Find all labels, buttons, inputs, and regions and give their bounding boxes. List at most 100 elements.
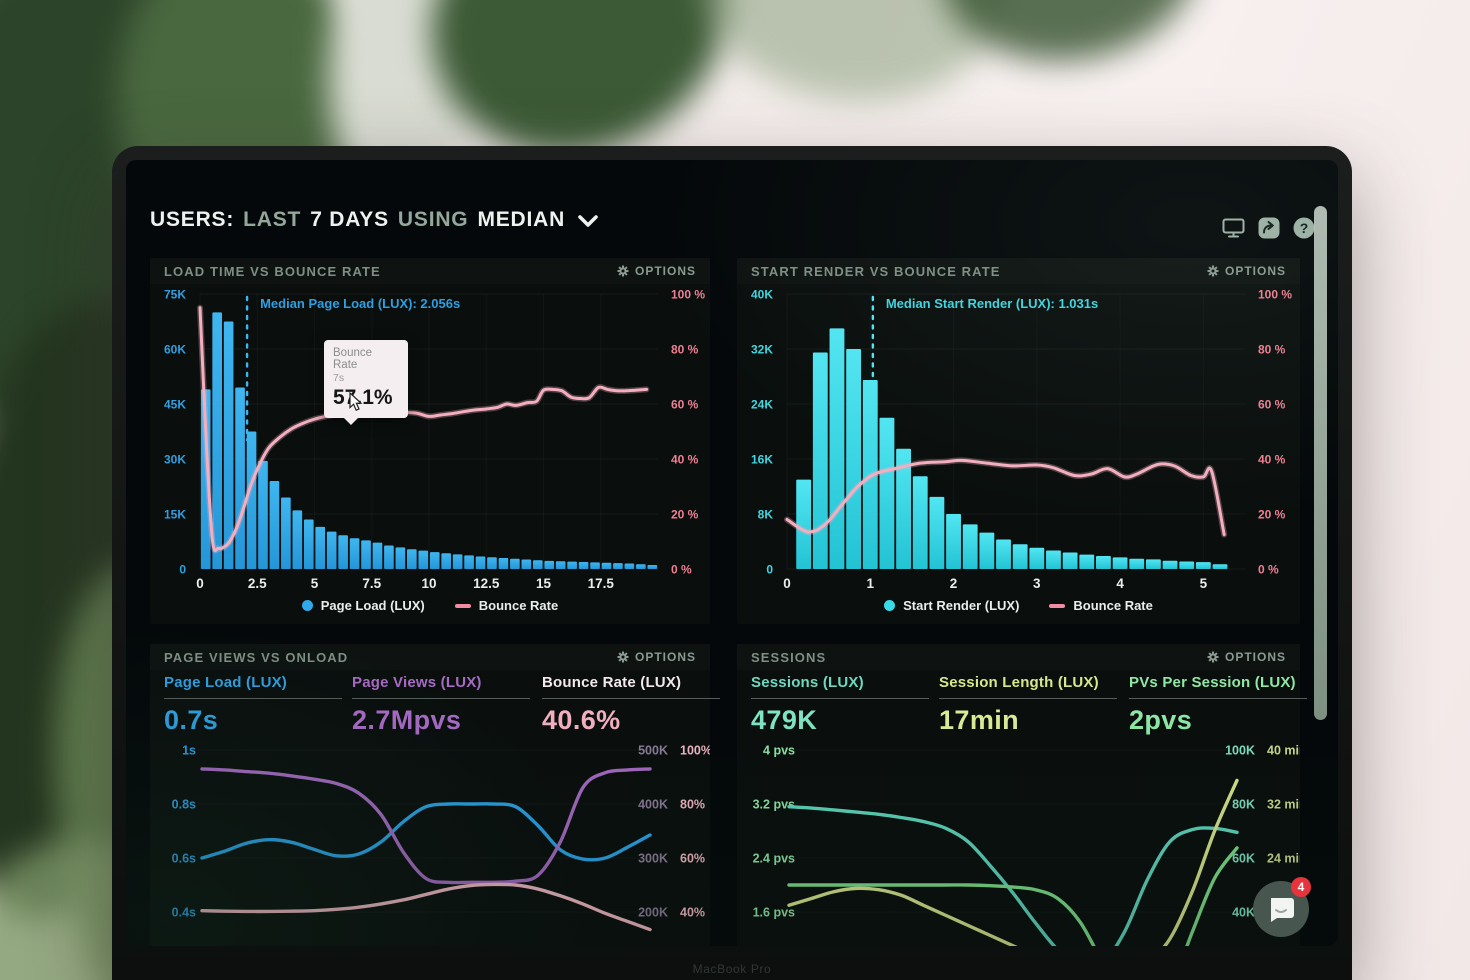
metric-label: Page Load (LUX) (164, 674, 288, 691)
svg-text:60 %: 60 % (1258, 398, 1286, 412)
tooltip-title: Bounce Rate (333, 347, 373, 371)
svg-text:0.4s: 0.4s (172, 906, 196, 920)
svg-text:32 min: 32 min (1267, 798, 1300, 812)
svg-text:80K: 80K (1232, 798, 1255, 812)
header-using-label: USING (397, 208, 469, 231)
sessions-chart[interactable]: 4 pvs 3.2 pvs 2.4 pvs 1.6 pvs 100K 80K 60K 40K 4… (737, 744, 1300, 946)
laptop-brand-label: MacBook Pro (692, 962, 772, 976)
legend-item[interactable]: Page Load (LUX) (301, 598, 425, 613)
svg-text:0: 0 (196, 576, 204, 591)
metric-session-length[interactable]: Session Length (LUX) 17min (939, 674, 1117, 736)
svg-text:Median Start Render (LUX): 1.0: Median Start Render (LUX): 1.031s (886, 296, 1098, 311)
svg-text:16K: 16K (751, 453, 773, 467)
svg-text:100 %: 100 % (671, 288, 705, 302)
svg-text:5: 5 (1200, 576, 1208, 591)
metric-sessions[interactable]: Sessions (LUX) 479K (751, 674, 929, 736)
panel-title: START RENDER VS BOUNCE RATE (751, 263, 1001, 279)
svg-text:100K: 100K (1225, 744, 1255, 758)
svg-text:60 %: 60 % (671, 398, 699, 412)
metric-pvs-per-session[interactable]: PVs Per Session (LUX) 2pvs (1129, 674, 1307, 736)
metric-summary-row: Page Load (LUX) 0.7s Page Views (LUX) 2.… (150, 670, 720, 744)
svg-text:400K: 400K (638, 798, 668, 812)
mouse-cursor (349, 392, 363, 411)
users-range-dropdown[interactable]: USERS: LAST 7 DAYS USING MEDIAN (150, 208, 598, 232)
legend-line (454, 603, 471, 608)
svg-text:40 %: 40 % (671, 453, 699, 467)
svg-text:0: 0 (179, 563, 186, 577)
svg-text:40 %: 40 % (1258, 453, 1286, 467)
svg-text:0: 0 (766, 563, 773, 577)
svg-text:32K: 32K (751, 343, 773, 357)
panel-load-time-vs-bounce-rate: LOAD TIME VS BOUNCE RATE OPTIONS Median … (150, 258, 710, 624)
metric-underline (939, 698, 1117, 699)
options-button[interactable]: OPTIONS (617, 650, 696, 664)
metric-bounce-rate[interactable]: Bounce Rate (LUX) 40.6% (542, 674, 720, 736)
options-button[interactable]: OPTIONS (617, 264, 696, 278)
header-users-label: USERS: (150, 208, 235, 231)
metric-value: 479K (751, 705, 818, 735)
share-icon[interactable] (1257, 216, 1280, 239)
svg-text:?: ? (1299, 220, 1308, 236)
metric-value: 2.7Mpvs (352, 705, 462, 735)
panel-title: SESSIONS (751, 649, 827, 665)
metric-value: 17min (939, 705, 1020, 735)
svg-text:4: 4 (1116, 576, 1124, 591)
svg-text:Median Page Load (LUX): 2.056s: Median Page Load (LUX): 2.056s (260, 296, 460, 311)
metric-page-views[interactable]: Page Views (LUX) 2.7Mpvs (352, 674, 530, 736)
legend-item[interactable]: Start Render (LUX) (884, 598, 1019, 613)
page-views-chart[interactable]: 1s 0.8s 0.6s 0.4s 500K 400K 300K 200K 100% 80% 60%… (150, 744, 710, 946)
start-render-chart[interactable]: Median Start Render (LUX): 1.031s 40K 32K 2… (737, 284, 1300, 596)
svg-text:60%: 60% (680, 852, 705, 866)
svg-text:24 min: 24 min (1267, 852, 1300, 866)
svg-text:60K: 60K (1232, 852, 1255, 866)
laptop: USERS: LAST 7 DAYS USING MEDIAN (112, 146, 1352, 980)
metric-value: 40.6% (542, 705, 621, 735)
load-time-chart[interactable]: Median Page Load (LUX): 2.056s 75K 60K 45K 3… (150, 284, 710, 596)
svg-text:20 %: 20 % (1258, 508, 1286, 522)
panel-start-render-vs-bounce-rate: START RENDER VS BOUNCE RATE OPTIONS Medi… (737, 258, 1300, 624)
chevron-down-icon (578, 215, 598, 227)
options-button[interactable]: OPTIONS (1207, 264, 1286, 278)
metric-summary-row: Sessions (LUX) 479K Session Length (LUX)… (737, 670, 1307, 744)
header-days-label: 7 DAYS (310, 208, 389, 231)
legend-line (1049, 603, 1066, 608)
chart-tooltip: Bounce Rate 7s 57.1% (324, 340, 408, 425)
svg-text:45K: 45K (164, 398, 186, 412)
svg-text:4 pvs: 4 pvs (763, 744, 795, 758)
svg-text:7.5: 7.5 (362, 576, 381, 591)
svg-text:200K: 200K (638, 906, 668, 920)
svg-text:40K: 40K (751, 288, 773, 302)
gear-icon (1207, 265, 1219, 277)
legend-dot (301, 600, 313, 611)
chat-icon (1271, 898, 1294, 922)
toolbar: ? (1222, 216, 1315, 239)
chat-launcher[interactable]: 4 (1253, 877, 1311, 937)
metric-label: Session Length (LUX) (939, 674, 1099, 691)
metric-label: PVs Per Session (LUX) (1129, 674, 1296, 691)
svg-text:3: 3 (1033, 576, 1041, 591)
svg-text:0.6s: 0.6s (172, 852, 196, 866)
svg-text:40%: 40% (680, 906, 705, 920)
svg-text:24K: 24K (751, 398, 773, 412)
scrollbar-thumb[interactable] (1314, 206, 1327, 720)
metric-underline (542, 698, 720, 699)
svg-text:3.2 pvs: 3.2 pvs (753, 798, 795, 812)
svg-text:15K: 15K (164, 508, 186, 522)
svg-text:80%: 80% (680, 798, 705, 812)
metric-underline (1129, 698, 1307, 699)
help-icon[interactable]: ? (1292, 216, 1315, 239)
svg-text:5: 5 (311, 576, 319, 591)
metric-page-load[interactable]: Page Load (LUX) 0.7s (164, 674, 342, 736)
display-icon[interactable] (1222, 216, 1245, 239)
panel-title: PAGE VIEWS VS ONLOAD (164, 649, 349, 665)
svg-text:100 %: 100 % (1258, 288, 1292, 302)
header-median-label: MEDIAN (477, 208, 566, 231)
svg-text:0 %: 0 % (671, 563, 692, 577)
legend-item[interactable]: Bounce Rate (454, 598, 558, 613)
svg-text:40 min: 40 min (1267, 744, 1300, 758)
legend-item[interactable]: Bounce Rate (1049, 598, 1153, 613)
options-button[interactable]: OPTIONS (1207, 650, 1286, 664)
tooltip-subtitle: 7s (333, 372, 345, 384)
svg-text:30K: 30K (164, 453, 186, 467)
screen: USERS: LAST 7 DAYS USING MEDIAN (126, 160, 1338, 946)
